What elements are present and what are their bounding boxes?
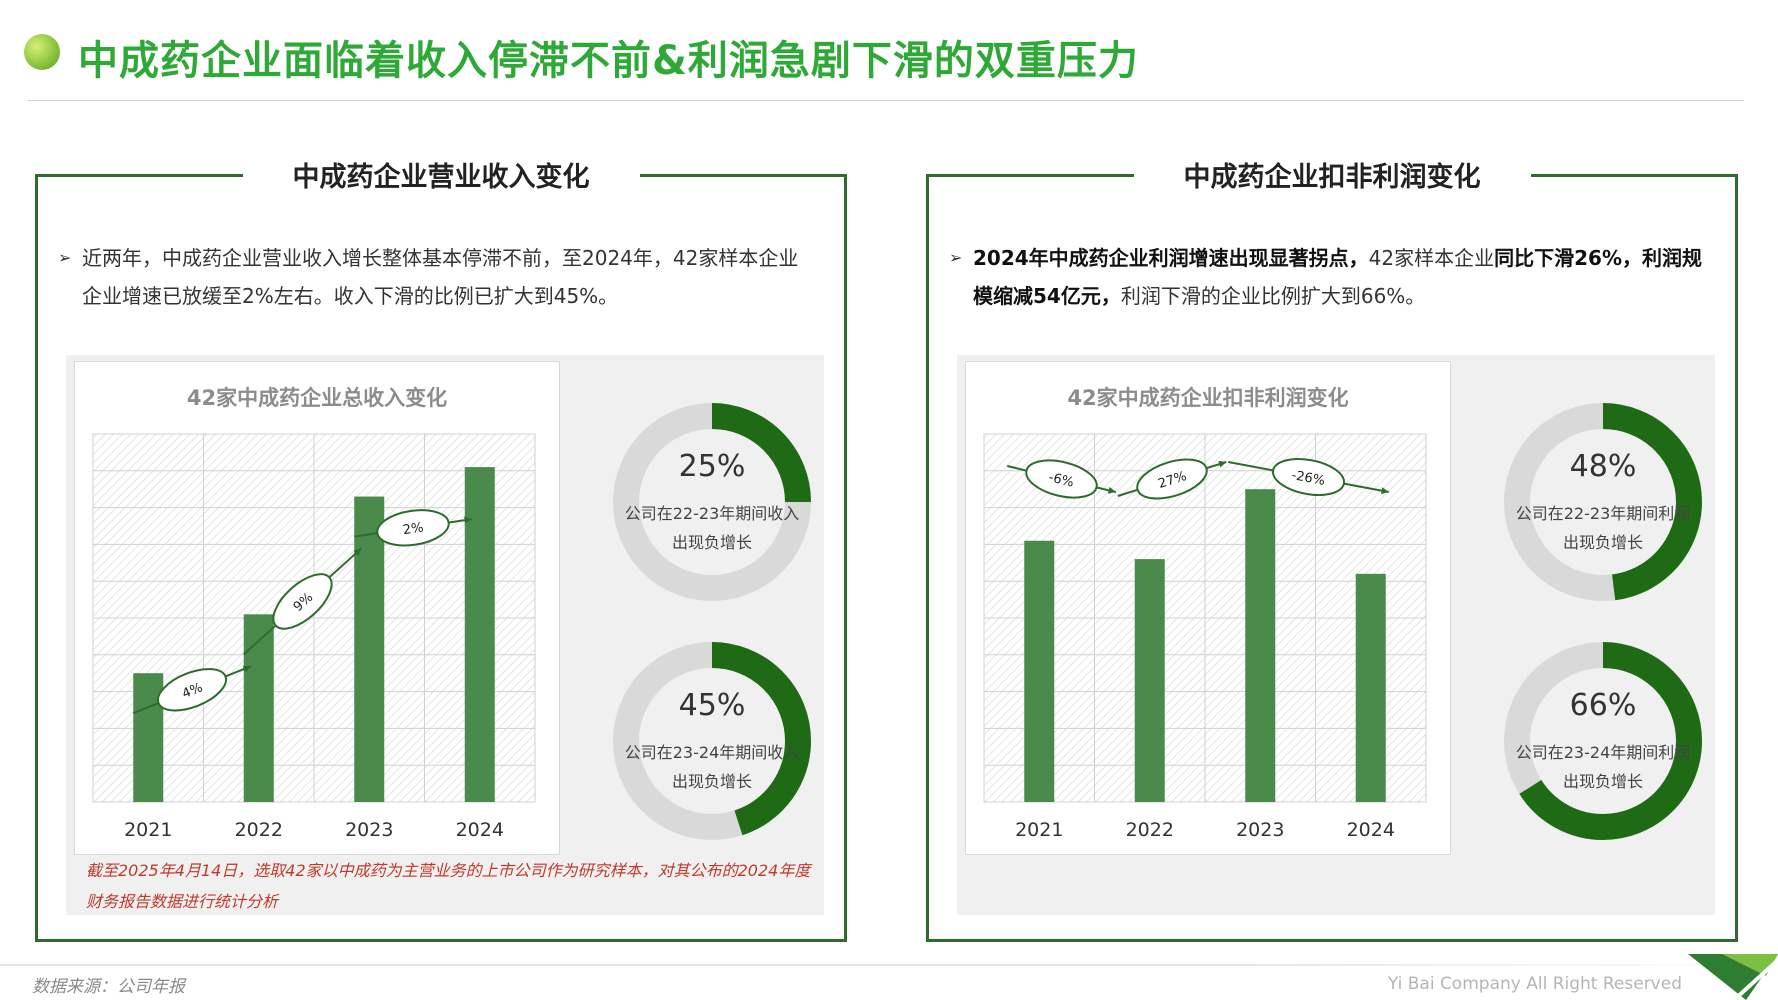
donut-ring — [613, 403, 811, 601]
profit-chart: 2021 2022 2023 2024 -6% 27% -26% 42家中成药企业扣非利润变… — [965, 361, 1451, 855]
growth-arrow-head — [1107, 486, 1116, 494]
profit-bullet-bold-1: 2024年中成药企业利润增速出现显著拐点， — [973, 246, 1369, 270]
growth-label: -26% — [1290, 468, 1326, 489]
profit-bar-chart-svg: 2021 2022 2023 2024-6% 27% -26% — [983, 433, 1427, 841]
bar-2022 — [243, 614, 274, 802]
donut-percent: 45% — [678, 688, 746, 723]
bar-2021 — [133, 673, 164, 802]
profit-bullet: ➢ 2024年中成药企业利润增速出现显著拐点，42家样本企业同比下滑26%，利润… — [949, 239, 1709, 315]
bar-2023 — [1245, 489, 1276, 802]
revenue-bullet-text: 近两年，中成药企业营业收入增长整体基本停滞不前，至2024年，42家样本企业企业… — [82, 246, 799, 308]
copyright-text: Yi Bai Company All Right Reserved — [1387, 974, 1682, 994]
revenue-chart: 2021 2022 2023 2024 4% 9% 2% 42家中成药企业总收入变化 — [74, 361, 560, 855]
revenue-panel-heading-text: 中成药企业营业收入变化 — [242, 162, 640, 193]
profit-panel-heading-text: 中成药企业扣非利润变化 — [1133, 162, 1531, 193]
revenue-bullet: ➢ 近两年，中成药企业营业收入增长整体基本停滞不前，至2024年，42家样本企业… — [58, 239, 818, 315]
growth-label-ellipse — [1025, 459, 1098, 499]
bar-2024 — [1355, 573, 1386, 802]
bar-2022 — [1134, 559, 1165, 802]
donut-percent: 25% — [678, 449, 746, 484]
bar-2021 — [1024, 540, 1055, 802]
profit-donut-2: 66% 公司在23-24年期间利润出现负增长 — [1488, 626, 1718, 856]
donut-value-arc — [1504, 403, 1702, 601]
growth-label-ellipse — [272, 573, 333, 630]
growth-arrow-head — [1381, 487, 1389, 495]
revenue-chart-title: 42家中成药企业总收入变化 — [186, 386, 448, 410]
title-bullet-dot — [24, 34, 60, 70]
bar-2024 — [464, 467, 495, 802]
donut-description: 公司在22-23年期间收入出现负增长 — [624, 504, 800, 552]
revenue-footnote: 截至2025年4月14日，选取42家以中成药为主营业务的上市公司作为研究样本，对… — [86, 861, 811, 911]
x-tick-label: 2021 — [1015, 819, 1063, 841]
growth-arrow-head — [353, 548, 362, 556]
donut-ring — [1504, 642, 1702, 840]
bar-2023 — [354, 496, 385, 802]
page-title: 中成药企业面临着收入停滞不前&利润急剧下滑的双重压力 — [78, 38, 1139, 84]
revenue-chart-area: 2021 2022 2023 2024 4% 9% 2% 42家中成药企业总收入变化 25%… — [66, 355, 824, 915]
title-divider — [28, 100, 1744, 101]
growth-label: 2% — [402, 520, 425, 538]
donut-percent: 48% — [1569, 449, 1637, 484]
donut-description: 公司在23-24年期间利润出现负增长 — [1515, 743, 1691, 791]
revenue-panel-heading: 中成药企业营业收入变化 — [38, 155, 844, 194]
x-tick-label: 2023 — [345, 819, 393, 841]
donut-value-arc — [1504, 642, 1702, 840]
growth-arrow-head — [464, 516, 472, 524]
x-tick-label: 2024 — [1347, 819, 1395, 841]
growth-label: 4% — [180, 680, 205, 702]
profit-panel-heading: 中成药企业扣非利润变化 — [929, 155, 1735, 194]
x-tick-label: 2024 — [456, 819, 504, 841]
profit-panel: 中成药企业扣非利润变化 ➢ 2024年中成药企业利润增速出现显著拐点，42家样本… — [926, 162, 1738, 942]
growth-arrow-head — [242, 665, 251, 673]
revenue-donut-2: 45% 公司在23-24年期间收入出现负增长 — [597, 626, 827, 856]
profit-chart-area: 2021 2022 2023 2024 -6% 27% -26% 42家中成药企业扣非利润变… — [957, 355, 1715, 915]
donut-value-arc — [613, 403, 811, 601]
corner-decoration-icon — [1688, 954, 1778, 1000]
donut-value-arc — [613, 642, 811, 840]
profit-bullet-plain-2: 利润下滑的企业比例扩大到66%。 — [1120, 284, 1426, 308]
x-tick-label: 2021 — [124, 819, 172, 841]
bullet-arrow-icon: ➢ — [949, 248, 963, 267]
bullet-arrow-icon: ➢ — [58, 248, 72, 267]
growth-label-ellipse — [1271, 458, 1346, 496]
growth-label: -6% — [1047, 470, 1075, 490]
x-tick-label: 2022 — [1126, 819, 1174, 841]
profit-bullet-text: 2024年中成药企业利润增速出现显著拐点，42家样本企业同比下滑26%，利润规模… — [949, 239, 1709, 315]
profit-donut-1: 48% 公司在22-23年期间利润出现负增长 — [1488, 387, 1718, 617]
x-tick-label: 2023 — [1236, 819, 1284, 841]
data-source: 数据来源：公司年报 — [32, 977, 185, 997]
revenue-panel: 中成药企业营业收入变化 ➢ 近两年，中成药企业营业收入增长整体基本停滞不前，至2… — [35, 162, 847, 942]
growth-label-ellipse — [1136, 458, 1208, 500]
growth-label-ellipse — [376, 509, 450, 547]
donut-description: 公司在22-23年期间利润出现负增长 — [1515, 504, 1691, 552]
profit-chart-title: 42家中成药企业扣非利润变化 — [1067, 386, 1349, 410]
donut-percent: 66% — [1569, 688, 1637, 723]
profit-bullet-plain-1: 42家样本企业 — [1368, 246, 1495, 270]
profit-bullet-bold-2: 同比下滑26%，利润规模缩减54亿元， — [973, 246, 1702, 308]
donut-ring — [1504, 403, 1702, 601]
donut-description: 公司在23-24年期间收入出现负增长 — [624, 743, 800, 791]
growth-arrow-head — [1218, 460, 1227, 468]
growth-label-ellipse — [156, 668, 228, 712]
footer-divider — [0, 964, 1778, 966]
revenue-donut-1: 25% 公司在22-23年期间收入出现负增长 — [597, 387, 827, 617]
x-tick-label: 2022 — [235, 819, 283, 841]
donut-ring — [613, 642, 811, 840]
